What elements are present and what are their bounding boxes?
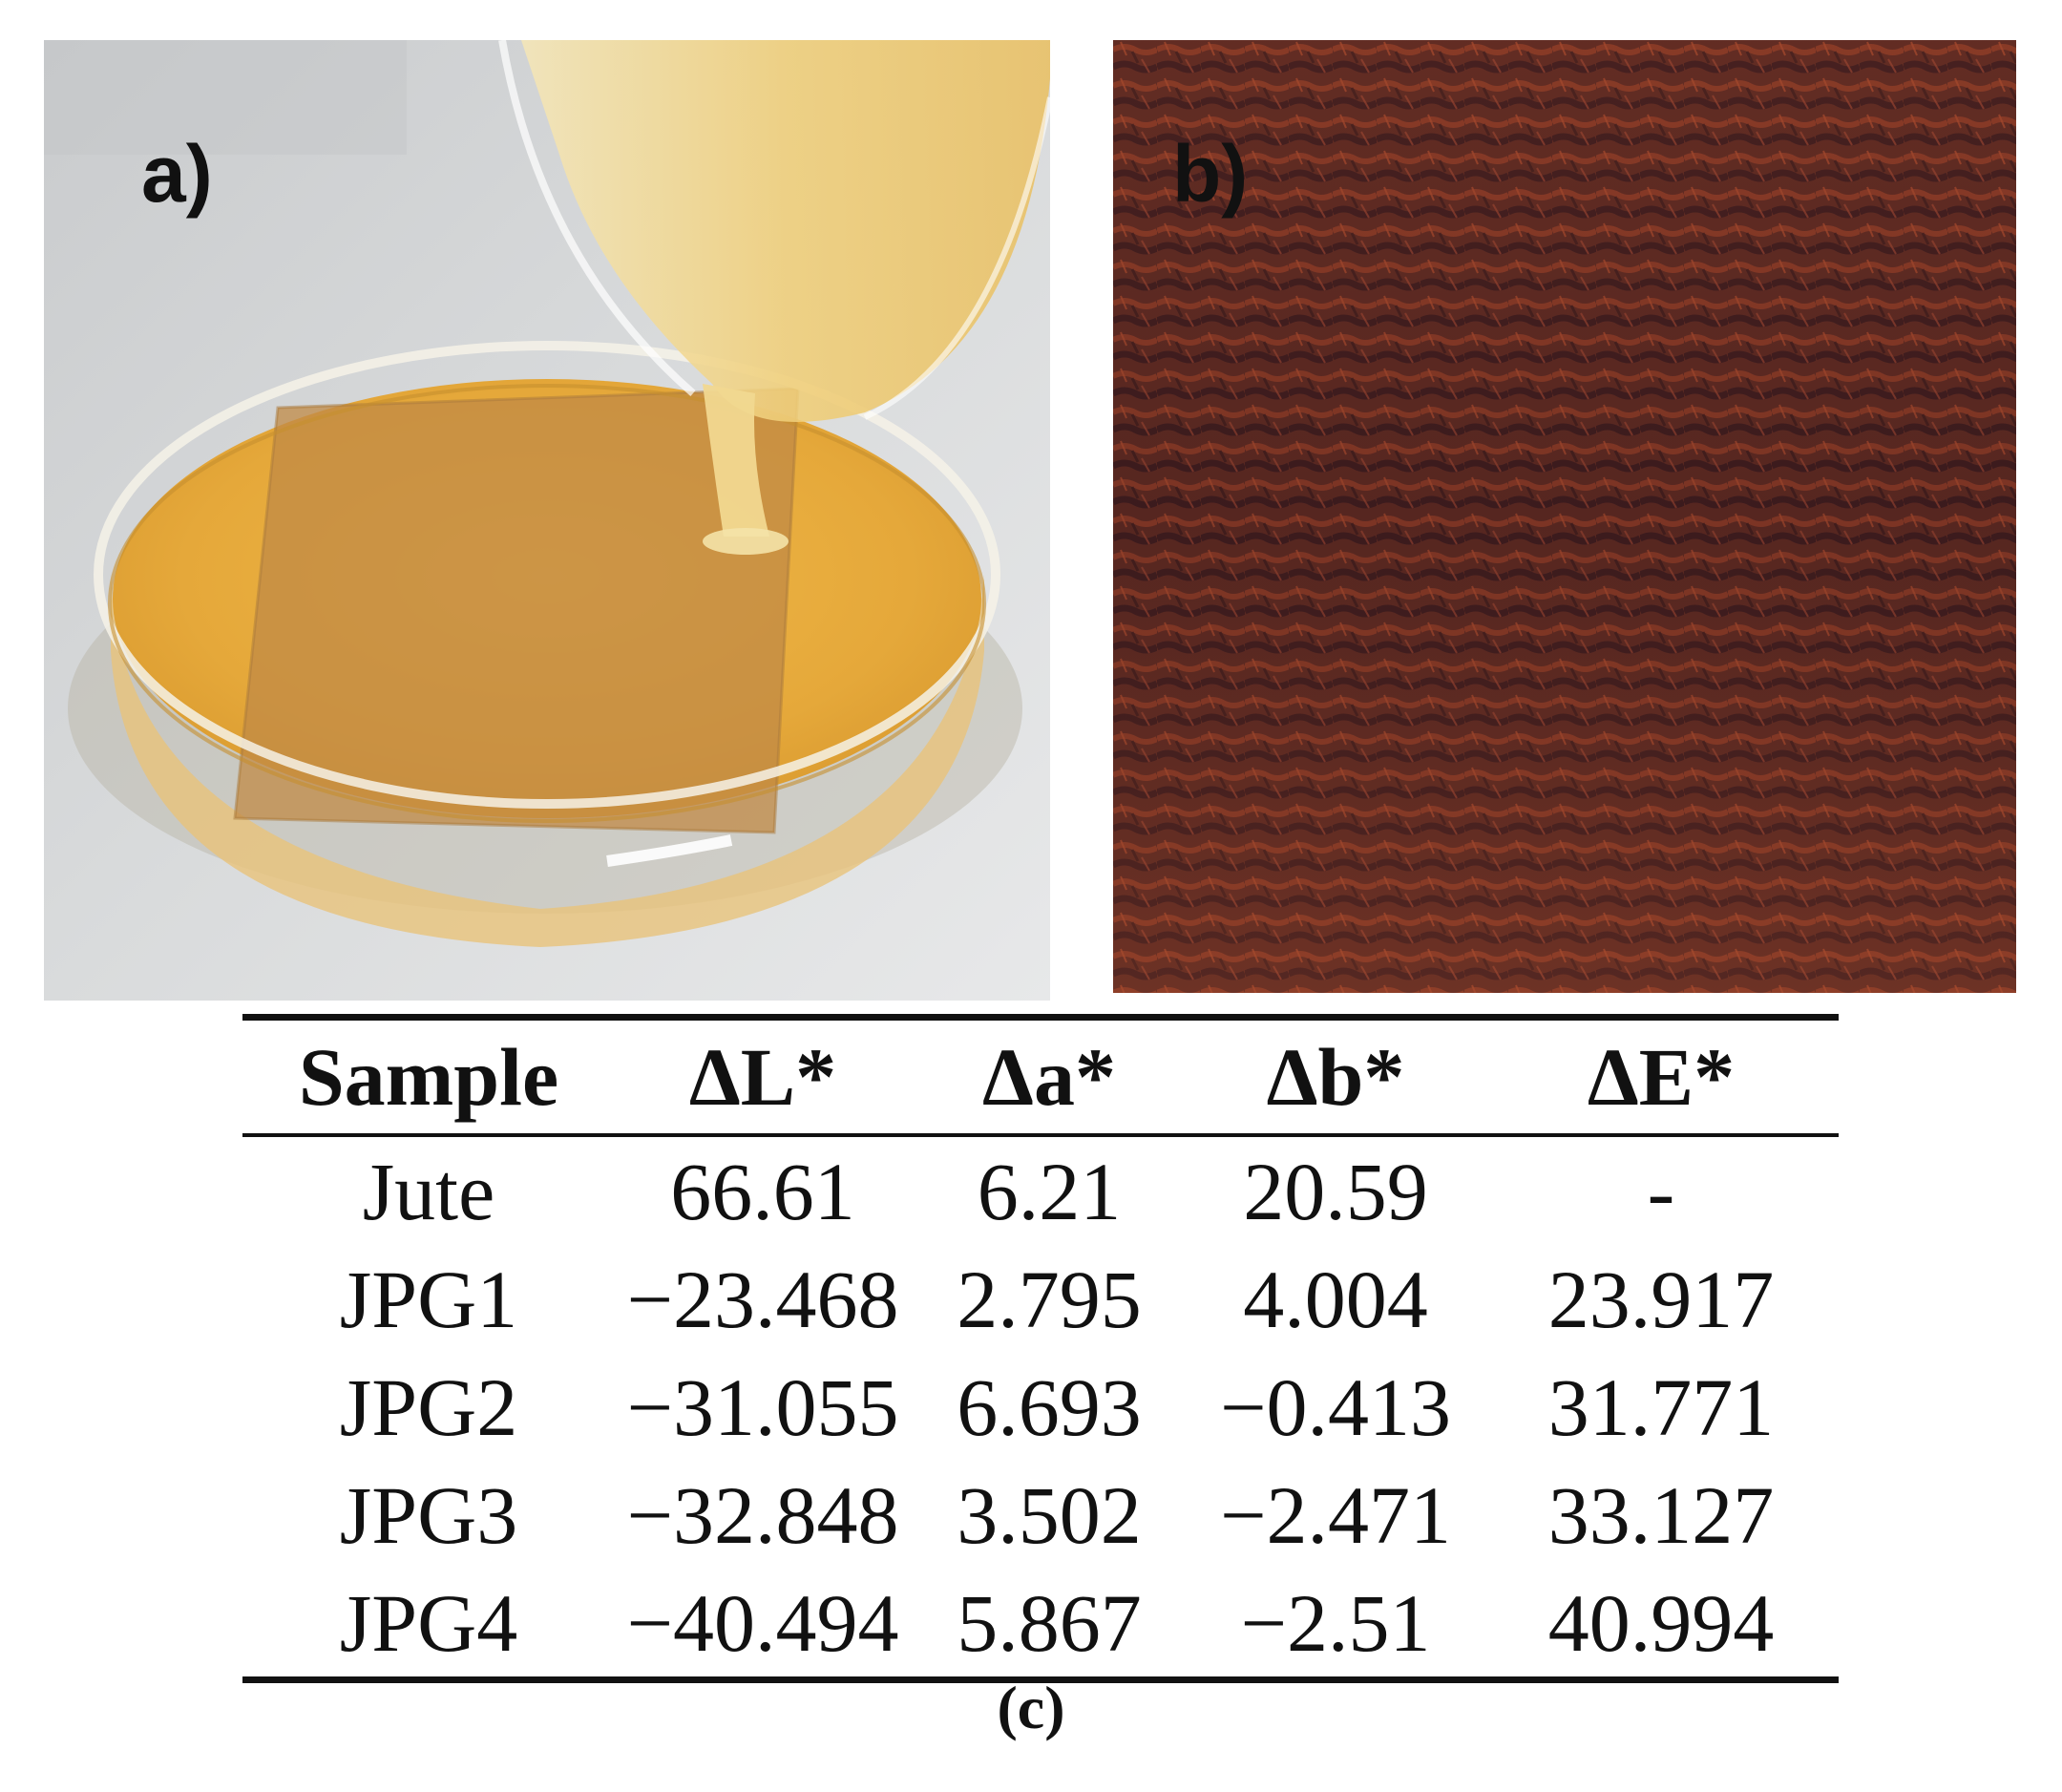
cell-sample: JPG4 [242, 1569, 615, 1683]
cell-sample: JPG2 [339, 1360, 518, 1453]
cell-delta-a: 2.795 [957, 1253, 1142, 1345]
cell-delta-a: 6.693 [957, 1360, 1142, 1453]
panel-caption-c: (c) [997, 1674, 1065, 1741]
cell-delta-l: 66.61 [670, 1145, 855, 1237]
cell-delta-e: 33.127 [1547, 1468, 1775, 1561]
cell-delta-b: −2.51 [1188, 1569, 1483, 1683]
table-row: Jute 66.61 6.21 20.59 - [242, 1135, 1839, 1245]
header-delta-a: Δa* [911, 1014, 1188, 1137]
table-row: JPG2 −31.055 6.693 −0.413 31.771 [242, 1353, 1839, 1461]
cell-delta-a: 6.21 [977, 1145, 1122, 1237]
cell-delta-e: 31.771 [1547, 1360, 1775, 1453]
cell-sample: JPG3 [339, 1468, 518, 1561]
cell-delta-b: 4.004 [1243, 1253, 1428, 1345]
panel-label-b: b) [1172, 129, 1249, 219]
cell-delta-l: −23.468 [626, 1253, 899, 1345]
photo-dyed-jute-fabric [1113, 40, 2016, 993]
table-row: JPG1 −23.468 2.795 4.004 23.917 [242, 1245, 1839, 1353]
cell-delta-e: - [1647, 1145, 1675, 1237]
cell-delta-l: −31.055 [626, 1360, 899, 1453]
cell-delta-e: 23.917 [1547, 1253, 1775, 1345]
cell-delta-b: −0.413 [1219, 1360, 1451, 1453]
header-delta-b: Δb* [1188, 1014, 1483, 1137]
header-delta-l: ΔL* [615, 1014, 911, 1137]
cell-sample: Jute [362, 1145, 495, 1237]
photo-petri-dish-pouring [44, 40, 1050, 1001]
header-sample: Sample [242, 1014, 615, 1137]
cell-delta-l: −40.494 [615, 1569, 911, 1683]
cell-delta-a: 3.502 [957, 1468, 1142, 1561]
panel-label-a: a) [141, 129, 213, 219]
cell-delta-a: 5.867 [911, 1569, 1188, 1683]
cell-delta-e: 40.994 [1483, 1569, 1839, 1683]
cell-delta-b: 20.59 [1243, 1145, 1428, 1237]
color-difference-table: Sample ΔL* Δa* Δb* ΔE* Jute 66.61 6.21 2… [242, 1014, 1839, 1683]
cell-delta-l: −32.848 [626, 1468, 899, 1561]
cell-delta-b: −2.471 [1219, 1468, 1451, 1561]
table-row: JPG4 −40.494 5.867 −2.51 40.994 [242, 1569, 1839, 1683]
data-table: Sample ΔL* Δa* Δb* ΔE* Jute 66.61 6.21 2… [242, 1014, 1839, 1683]
table-header-row: Sample ΔL* Δa* Δb* ΔE* [242, 1014, 1839, 1137]
cell-sample: JPG1 [339, 1253, 518, 1345]
header-delta-e: ΔE* [1483, 1014, 1839, 1137]
table-row: JPG3 −32.848 3.502 −2.471 33.127 [242, 1461, 1839, 1569]
